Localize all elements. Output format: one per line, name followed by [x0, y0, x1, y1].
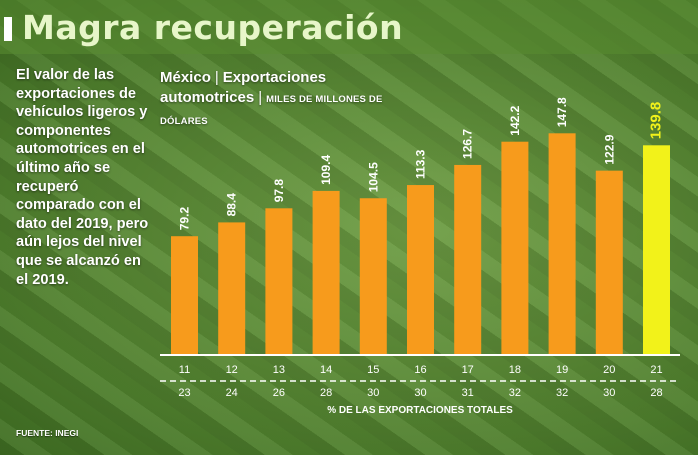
- percent-label: 28: [320, 387, 332, 399]
- chart-unit: MILES DE MILLONES DE DÓLARES: [160, 94, 383, 127]
- x-tick-label: 11: [179, 364, 190, 376]
- percent-row-labels: 23 24 26 28 30 30 31 32 32 30 28: [178, 387, 662, 399]
- x-tick-label: 19: [556, 364, 568, 376]
- value-label: 113.3: [414, 149, 428, 179]
- bar-17: [454, 164, 482, 355]
- x-tick-label: 20: [603, 364, 615, 376]
- title-marker: [4, 17, 12, 41]
- percent-label: 24: [226, 387, 238, 399]
- x-tick-label: 14: [320, 364, 332, 376]
- chart-title: México | Exportaciones automotrices | MILES …: [160, 68, 400, 132]
- value-label: 142.2: [508, 105, 522, 135]
- title-separator: |: [214, 69, 219, 86]
- x-tick-labels: 11 12 13 14 15 16 17 18 19 20 21: [179, 364, 663, 376]
- title-separator: |: [258, 89, 263, 106]
- value-label: 79.2: [178, 207, 192, 231]
- percent-label: 30: [603, 387, 615, 399]
- bar-11: [171, 236, 198, 355]
- description-text: El valor de las exportaciones de vehícul…: [16, 67, 149, 288]
- bar-21: [643, 145, 670, 355]
- percent-label: 30: [367, 387, 379, 399]
- bar-15: [359, 198, 387, 355]
- bar-18: [501, 141, 529, 355]
- bar-12: [218, 222, 246, 355]
- percent-row-caption: % DE LAS EXPORTACIONES TOTALES: [327, 405, 513, 416]
- x-tick-label: 18: [509, 364, 521, 376]
- page-title: Magra recuperación: [22, 8, 404, 47]
- x-tick-label: 15: [367, 364, 379, 376]
- bar-20: [595, 170, 623, 355]
- x-tick-label: 16: [414, 364, 426, 376]
- value-label: 139.8: [648, 102, 665, 140]
- x-tick-label: 12: [226, 364, 238, 376]
- chart-subject: Exportaciones automotrices: [160, 69, 327, 106]
- value-label: 104.5: [366, 162, 380, 192]
- x-tick-label: 21: [650, 364, 662, 376]
- bar-19: [548, 133, 576, 355]
- percent-label: 26: [273, 387, 285, 399]
- percent-label: 30: [414, 387, 426, 399]
- percent-label: 32: [556, 387, 568, 399]
- x-tick-label: 13: [273, 364, 285, 376]
- percent-label: 31: [462, 387, 474, 399]
- source-note: FUENTE: INEGI: [16, 428, 79, 438]
- value-label: 109.4: [319, 155, 333, 185]
- bar-13: [265, 208, 293, 355]
- chart-country: México: [160, 69, 211, 86]
- value-label: 147.8: [555, 97, 569, 127]
- value-label: 97.8: [272, 179, 286, 203]
- percent-label: 32: [509, 387, 521, 399]
- percent-label: 23: [178, 387, 190, 399]
- value-label: 126.7: [461, 129, 475, 159]
- value-label: 122.9: [602, 134, 616, 164]
- value-label: 88.4: [225, 193, 239, 217]
- bar-14: [312, 190, 340, 355]
- bars-group: 79.2 88.4 97.8 109.4 104.5 113.3 126.7 142.2 147…: [171, 97, 670, 355]
- percent-label: 28: [650, 387, 662, 399]
- header-bar: [0, 0, 698, 54]
- x-tick-label: 17: [462, 364, 474, 376]
- bar-16: [407, 185, 434, 355]
